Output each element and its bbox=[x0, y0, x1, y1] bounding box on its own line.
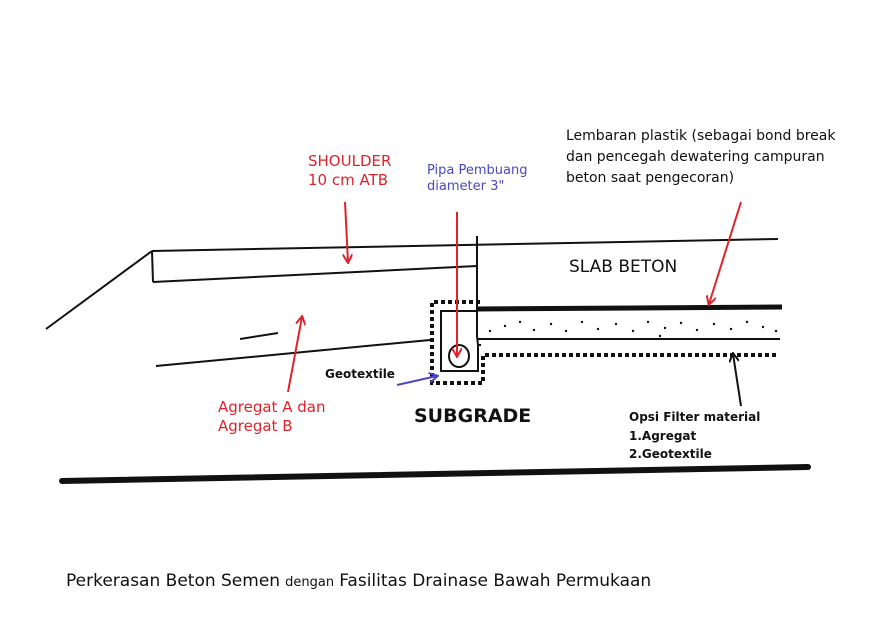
shoulder-arrow bbox=[345, 201, 348, 262]
plastic-sheet-arrow bbox=[709, 201, 742, 304]
subgrade-line bbox=[59, 464, 811, 484]
drain-pipe bbox=[448, 344, 470, 368]
geotextile-label: Geotextile bbox=[325, 367, 395, 381]
filter-option-label: Opsi Filter material 1.Agregat 2.Geotext… bbox=[629, 408, 760, 464]
shoulder-structure bbox=[45, 236, 779, 367]
shoulder-label-line1: SHOULDER bbox=[308, 152, 392, 170]
drain-trench-outline bbox=[440, 309, 479, 372]
slab-label: SLAB BETON bbox=[569, 257, 678, 277]
slab-layers bbox=[440, 304, 783, 372]
aggregate-label-line1: Agregat A dan bbox=[218, 398, 326, 416]
caption-part3: Fasilitas Drainase Bawah Permukaan bbox=[339, 571, 652, 591]
aggregate-label: Agregat A dan Agregat B bbox=[218, 398, 325, 436]
filter-option-line1: Opsi Filter material bbox=[629, 410, 761, 424]
plastic-sheet-label-line1: Lembaran plastik (sebagai bond break bbox=[566, 128, 836, 144]
subgrade-label: SUBGRADE bbox=[414, 405, 532, 427]
plastic-sheet-label-line2: dan pencegah dewatering campuran bbox=[566, 149, 825, 165]
shoulder-label: SHOULDER 10 cm ATB bbox=[308, 152, 391, 190]
base-aggregate-dots bbox=[488, 320, 778, 338]
plastic-sheet-line bbox=[477, 304, 783, 312]
plastic-sheet-label-line3: beton saat pengecoran) bbox=[566, 170, 735, 186]
aggregate-arrow bbox=[287, 317, 302, 393]
diagram-caption: Perkerasan Beton Semen dengan Fasilitas … bbox=[66, 571, 651, 591]
caption-part2: dengan bbox=[285, 575, 335, 590]
filter-option-line2: 1.Agregat bbox=[629, 428, 697, 443]
filter-option-line3: 2.Geotextile bbox=[629, 447, 712, 462]
pipe-label-line2: diameter 3" bbox=[427, 179, 505, 195]
geotextile-wrap bbox=[430, 300, 778, 385]
shoulder-label-line2: 10 cm ATB bbox=[308, 170, 389, 189]
pipe-label-line1: Pipa Pembuang bbox=[427, 163, 528, 178]
filter-arrow bbox=[733, 354, 742, 407]
aggregate-label-line2: Agregat B bbox=[218, 416, 293, 435]
geotextile-arrow bbox=[396, 376, 437, 386]
plastic-sheet-label: Lembaran plastik (sebagai bond break dan… bbox=[566, 126, 835, 189]
caption-part1: Perkerasan Beton Semen bbox=[66, 571, 281, 591]
pipe-label: Pipa Pembuang diameter 3" bbox=[427, 163, 528, 196]
